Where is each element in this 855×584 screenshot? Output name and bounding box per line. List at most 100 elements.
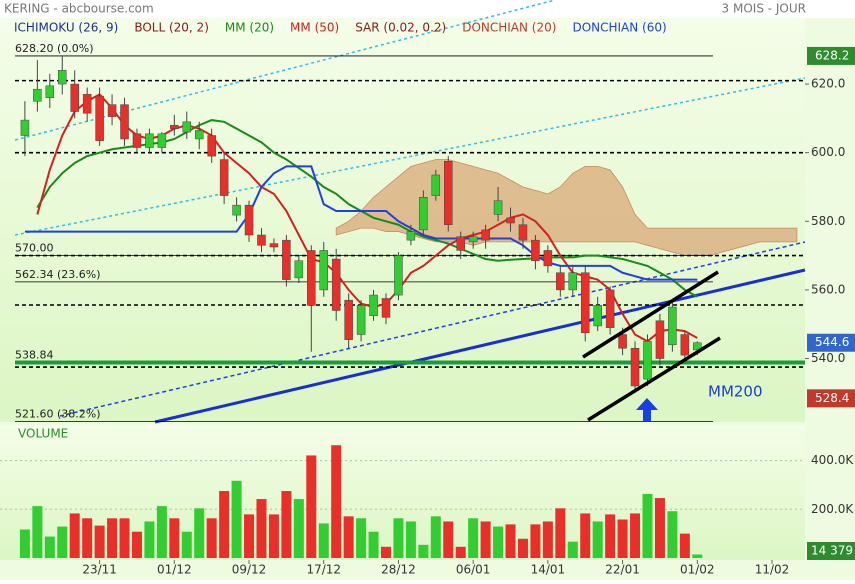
volume-bar <box>44 536 55 558</box>
price-tag <box>807 333 855 352</box>
volume-bar <box>244 514 255 558</box>
candle-body <box>580 272 590 334</box>
volume-bar <box>567 541 578 558</box>
x-tick-label: 01/12 <box>157 563 192 577</box>
volume-bar <box>418 544 429 558</box>
volume-bar <box>219 491 230 558</box>
arrow-up <box>636 398 658 421</box>
candle-body <box>331 258 341 311</box>
candle-body <box>369 294 378 316</box>
volume-bar <box>256 499 267 558</box>
candle-body <box>45 85 55 99</box>
level-label: 570.00 <box>15 242 54 255</box>
volume-bar <box>679 533 690 558</box>
candle-body <box>444 161 453 225</box>
level-label: 628.20 (0.0%) <box>15 42 94 55</box>
candle-body <box>381 298 391 318</box>
volume-bar <box>69 513 80 558</box>
y-tick-label: 620.0 <box>811 77 845 91</box>
volume-bar <box>555 508 566 558</box>
candle-body <box>194 130 204 140</box>
candle-body <box>219 159 229 196</box>
candle-body <box>531 239 540 261</box>
volume-bar <box>493 526 504 558</box>
volume-bar <box>331 445 342 558</box>
legend-entry: DONCHIAN (20) <box>462 21 556 35</box>
y-tick-label: 580.0 <box>811 214 845 228</box>
level-label: 521.60 (38.2%) <box>15 408 101 421</box>
candle-body <box>282 239 291 280</box>
candle-body <box>244 204 254 236</box>
volume-bar <box>381 546 392 558</box>
candle-body <box>630 347 640 387</box>
header-bar <box>0 0 855 18</box>
volume-bar <box>144 521 155 558</box>
candle-body <box>518 224 528 241</box>
candle-body <box>419 197 428 231</box>
x-tick-label: 09/12 <box>232 563 267 577</box>
candle-body <box>680 334 690 356</box>
candle-body <box>618 334 627 349</box>
volume-bar <box>356 518 367 558</box>
level-label: 538.84 <box>15 349 54 362</box>
volume-tag <box>807 542 855 560</box>
price-tag <box>807 46 855 65</box>
legend-entry: MM (20) <box>225 21 274 35</box>
candle-body <box>643 341 652 380</box>
volume-bar <box>181 531 192 558</box>
volume-bar <box>630 513 641 558</box>
price-tag-label: 528.4 <box>815 391 849 405</box>
trendline <box>14 77 806 236</box>
candle-body <box>556 272 565 291</box>
volume-bar <box>306 455 317 558</box>
volume-bar <box>580 513 591 558</box>
volume-tag-label: 14 379 <box>811 544 853 558</box>
candle-body <box>207 135 216 157</box>
legend-entry: BOLL (20, 2) <box>134 21 209 35</box>
candle-body <box>170 124 179 129</box>
candle-body <box>269 243 279 248</box>
volume-bar <box>119 518 130 558</box>
volume-bar <box>231 480 242 558</box>
candle-body <box>33 88 42 102</box>
candle-body <box>232 204 241 216</box>
trendline <box>59 241 806 417</box>
trendline <box>14 0 556 141</box>
x-tick-label: 22/01 <box>605 563 640 577</box>
volume-bar <box>530 524 541 558</box>
volume-bar <box>443 521 454 558</box>
candle-body <box>82 94 92 114</box>
volume-bar <box>32 506 43 558</box>
candle-body <box>431 174 441 196</box>
channel-line <box>582 270 719 359</box>
candle-body <box>593 305 602 327</box>
volume-bar <box>57 526 68 558</box>
volume-bar <box>617 519 628 558</box>
legend-entry: SAR (0.02, 0.2) <box>355 21 446 35</box>
price-tag-label: 544.6 <box>815 335 849 349</box>
candle-body <box>58 70 67 85</box>
volume-bar <box>667 511 678 558</box>
volume-bar <box>368 531 379 558</box>
volume-bar <box>94 525 105 558</box>
header-title: KERING - abcbourse.com <box>4 2 154 16</box>
candle-body <box>481 229 490 241</box>
x-tick-label: 06/01 <box>456 563 491 577</box>
candle-body <box>693 342 702 351</box>
volume-bar <box>405 521 416 558</box>
y-tick-label: 540.0 <box>811 351 845 365</box>
candle-body <box>655 320 665 359</box>
x-tick-label: 17/12 <box>306 563 341 577</box>
candle-body <box>344 299 353 340</box>
y-tick-label: 400.0K <box>811 453 854 467</box>
volume-bar <box>505 524 516 558</box>
x-tick-label: 14/01 <box>531 563 566 577</box>
candle-body <box>107 104 117 117</box>
candle-body <box>605 289 615 328</box>
volume-bar <box>206 518 217 558</box>
legend-entry: DONCHIAN (60) <box>572 21 666 35</box>
volume-bar <box>480 521 491 558</box>
candle-body <box>20 119 30 136</box>
legend-entry: MM (50) <box>290 21 339 35</box>
volume-bar <box>281 491 292 558</box>
